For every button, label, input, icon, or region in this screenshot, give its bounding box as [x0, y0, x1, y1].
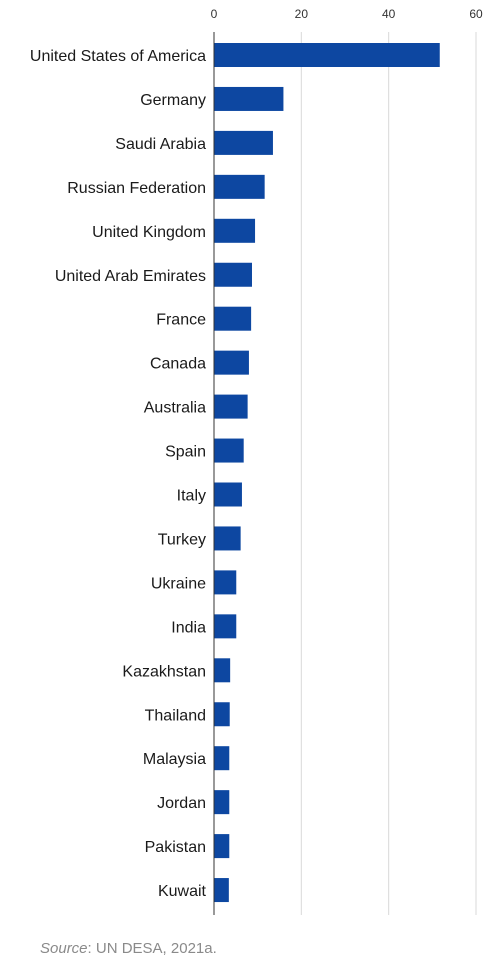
bar [214, 702, 230, 727]
category-label: Saudi Arabia [115, 136, 206, 153]
category-label: United Arab Emirates [55, 268, 206, 285]
source-text: : UN DESA, 2021a. [87, 940, 217, 957]
category-label: Kuwait [158, 883, 207, 900]
x-axis-ticks: 0 20 40 60 [211, 7, 483, 21]
category-label: Pakistan [145, 839, 206, 856]
x-tick-label: 20 [295, 7, 309, 21]
category-label: United Kingdom [92, 224, 206, 241]
category-label: Canada [150, 356, 206, 373]
category-label: Turkey [158, 531, 206, 548]
x-tick-label: 40 [382, 7, 396, 21]
bar [214, 746, 230, 771]
bar [214, 262, 252, 287]
bar [214, 614, 237, 639]
category-label: India [171, 619, 206, 636]
bar [214, 306, 252, 331]
category-label: Jordan [157, 795, 206, 812]
bar [214, 350, 249, 375]
category-label: United States of America [30, 48, 206, 65]
x-tick-label: 60 [469, 7, 483, 21]
category-label: Italy [177, 488, 206, 505]
x-tick-label: 0 [211, 7, 218, 21]
bar [214, 570, 237, 595]
source-label: Source [40, 940, 88, 957]
category-label: Ukraine [151, 575, 206, 592]
bar [214, 834, 230, 859]
category-label: France [156, 312, 206, 329]
bar-chart: 0 20 40 60 United States of America Germany S… [30, 7, 483, 915]
category-labels: United States of America Germany Saudi Ara… [30, 48, 207, 900]
bar [214, 878, 229, 903]
bar [214, 130, 273, 155]
bar [214, 482, 242, 507]
gridlines [300, 32, 477, 915]
source-note: Source: UN DESA, 2021a. [40, 940, 217, 957]
category-label: Thailand [145, 707, 206, 724]
bar [214, 394, 248, 419]
bar [214, 790, 230, 815]
bar [214, 174, 265, 199]
bar [214, 43, 440, 67]
bar [214, 658, 231, 683]
bar [214, 526, 241, 551]
category-label: Spain [165, 444, 206, 461]
bar [214, 218, 256, 243]
category-label: Australia [144, 400, 206, 417]
category-label: Germany [140, 92, 206, 109]
bar [214, 438, 244, 463]
category-label: Russian Federation [67, 180, 206, 197]
bars [214, 43, 440, 903]
category-label: Malaysia [143, 751, 206, 768]
bar [214, 86, 284, 111]
category-label: Kazakhstan [122, 663, 206, 680]
